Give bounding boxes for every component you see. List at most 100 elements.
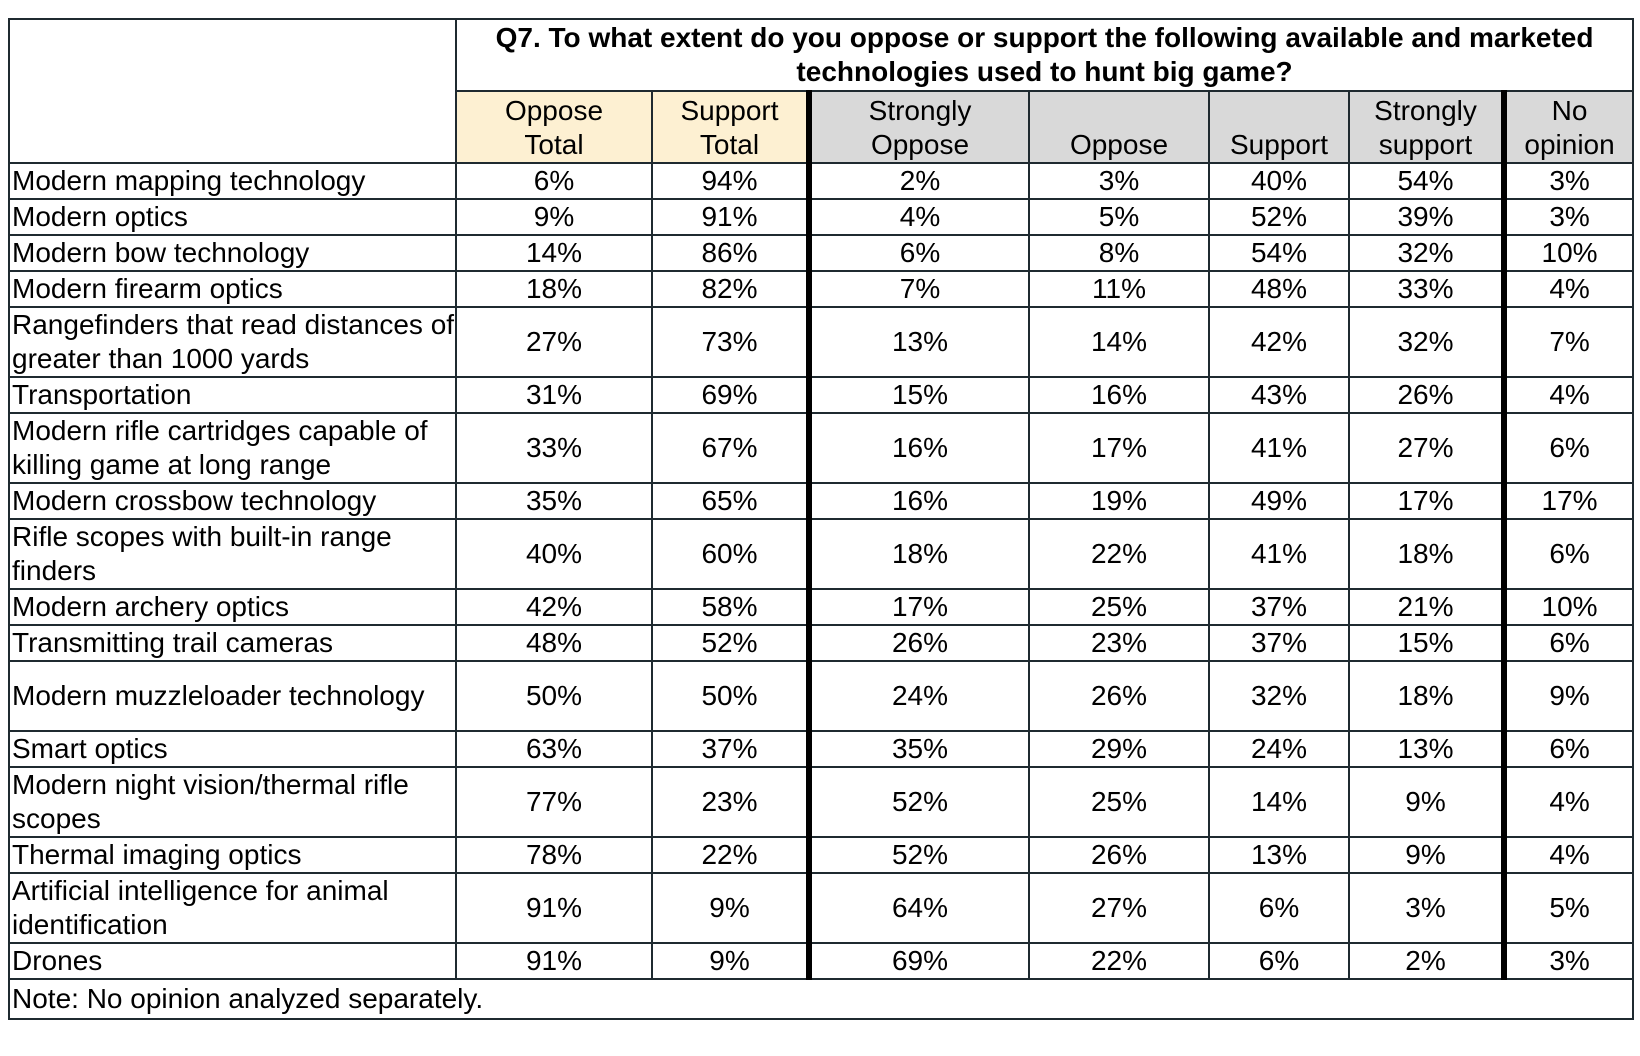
table-row: Thermal imaging optics 78% 22% 52% 26% 1…	[8, 836, 1635, 874]
cell-support: 49%	[1208, 482, 1350, 520]
col-header-no-opinion: No opinion	[1500, 90, 1635, 164]
cell-strongly-support: 2%	[1348, 942, 1505, 980]
cell-strongly-support: 26%	[1348, 376, 1505, 414]
cell-strongly-oppose: 69%	[806, 942, 1030, 980]
cell-oppose: 19%	[1028, 482, 1210, 520]
cell-oppose-total: 77%	[455, 766, 653, 838]
cell-oppose-total: 63%	[455, 730, 653, 768]
cell-strongly-oppose: 24%	[806, 660, 1030, 732]
table-row: Smart optics 63% 37% 35% 29% 24% 13% 6%	[8, 730, 1635, 768]
cell-oppose-total: 27%	[455, 306, 653, 378]
cell-support-total: 58%	[651, 588, 810, 626]
cell-strongly-oppose: 35%	[806, 730, 1030, 768]
table-row: Drones 91% 9% 69% 22% 6% 2% 3%	[8, 942, 1635, 980]
cell-oppose-total: 6%	[455, 162, 653, 200]
cell-support: 48%	[1208, 270, 1350, 308]
row-label: Artificial intelligence for animal ident…	[8, 872, 457, 944]
cell-strongly-support: 33%	[1348, 270, 1505, 308]
cell-oppose: 22%	[1028, 518, 1210, 590]
cell-no-opinion: 6%	[1500, 624, 1635, 662]
cell-strongly-oppose: 7%	[806, 270, 1030, 308]
table-row: Modern archery optics 42% 58% 17% 25% 37…	[8, 588, 1635, 626]
cell-no-opinion: 3%	[1500, 162, 1635, 200]
cell-oppose: 26%	[1028, 660, 1210, 732]
row-label: Rangefinders that read distances of grea…	[8, 306, 457, 378]
cell-strongly-support: 27%	[1348, 412, 1505, 484]
table-row: Modern optics 9% 91% 4% 5% 52% 39% 3%	[8, 198, 1635, 236]
cell-strongly-oppose: 16%	[806, 412, 1030, 484]
cell-support: 43%	[1208, 376, 1350, 414]
cell-strongly-support: 3%	[1348, 872, 1505, 944]
cell-no-opinion: 4%	[1500, 270, 1635, 308]
cell-strongly-support: 15%	[1348, 624, 1505, 662]
cell-strongly-oppose: 17%	[806, 588, 1030, 626]
cell-strongly-oppose: 4%	[806, 198, 1030, 236]
cell-oppose-total: 18%	[455, 270, 653, 308]
cell-no-opinion: 10%	[1500, 234, 1635, 272]
cell-oppose-total: 42%	[455, 588, 653, 626]
table-row: Artificial intelligence for animal ident…	[8, 872, 1635, 944]
cell-support-total: 67%	[651, 412, 810, 484]
cell-support: 13%	[1208, 836, 1350, 874]
row-label: Drones	[8, 942, 457, 980]
col-header-support-total: Support Total	[651, 90, 810, 164]
cell-oppose-total: 91%	[455, 942, 653, 980]
cell-strongly-oppose: 6%	[806, 234, 1030, 272]
cell-strongly-oppose: 52%	[806, 836, 1030, 874]
cell-no-opinion: 4%	[1500, 836, 1635, 874]
cell-no-opinion: 9%	[1500, 660, 1635, 732]
cell-oppose: 3%	[1028, 162, 1210, 200]
cell-oppose-total: 91%	[455, 872, 653, 944]
cell-no-opinion: 4%	[1500, 376, 1635, 414]
table-row: Modern muzzleloader technology 50% 50% 2…	[8, 660, 1635, 732]
cell-support: 52%	[1208, 198, 1350, 236]
cell-strongly-support: 18%	[1348, 518, 1505, 590]
cell-support-total: 23%	[651, 766, 810, 838]
cell-no-opinion: 5%	[1500, 872, 1635, 944]
cell-strongly-oppose: 18%	[806, 518, 1030, 590]
row-label: Thermal imaging optics	[8, 836, 457, 874]
cell-support: 40%	[1208, 162, 1350, 200]
cell-support-total: 82%	[651, 270, 810, 308]
table-row: Transmitting trail cameras 48% 52% 26% 2…	[8, 624, 1635, 662]
cell-support-total: 69%	[651, 376, 810, 414]
cell-strongly-support: 54%	[1348, 162, 1505, 200]
col-header-strongly-support: Strongly support	[1348, 90, 1505, 164]
row-label: Modern muzzleloader technology	[8, 660, 457, 732]
cell-support-total: 9%	[651, 942, 810, 980]
cell-oppose: 5%	[1028, 198, 1210, 236]
table-row: Modern mapping technology 6% 94% 2% 3% 4…	[8, 162, 1635, 200]
cell-oppose: 14%	[1028, 306, 1210, 378]
cell-strongly-support: 39%	[1348, 198, 1505, 236]
table-row: Transportation 31% 69% 15% 16% 43% 26% 4…	[8, 376, 1635, 414]
table-row: Modern crossbow technology 35% 65% 16% 1…	[8, 482, 1635, 520]
cell-support-total: 91%	[651, 198, 810, 236]
cell-oppose: 25%	[1028, 766, 1210, 838]
row-label: Modern crossbow technology	[8, 482, 457, 520]
table-row: Rangefinders that read distances of grea…	[8, 306, 1635, 378]
cell-oppose: 17%	[1028, 412, 1210, 484]
table-row: Modern bow technology 14% 86% 6% 8% 54% …	[8, 234, 1635, 272]
cell-strongly-oppose: 26%	[806, 624, 1030, 662]
cell-support: 41%	[1208, 518, 1350, 590]
cell-support-total: 9%	[651, 872, 810, 944]
row-label: Modern rifle cartridges capable of killi…	[8, 412, 457, 484]
col-header-oppose-total: Oppose Total	[455, 90, 653, 164]
row-label: Modern optics	[8, 198, 457, 236]
cell-oppose-total: 40%	[455, 518, 653, 590]
table-row: Modern firearm optics 18% 82% 7% 11% 48%…	[8, 270, 1635, 308]
cell-strongly-support: 17%	[1348, 482, 1505, 520]
table-body: Modern mapping technology 6% 94% 2% 3% 4…	[8, 162, 1635, 980]
cell-support: 54%	[1208, 234, 1350, 272]
cell-oppose-total: 35%	[455, 482, 653, 520]
survey-results-table: Q7. To what extent do you oppose or supp…	[7, 18, 1635, 1020]
cell-strongly-support: 32%	[1348, 306, 1505, 378]
cell-strongly-support: 32%	[1348, 234, 1505, 272]
cell-no-opinion: 4%	[1500, 766, 1635, 838]
cell-oppose-total: 50%	[455, 660, 653, 732]
cell-support-total: 52%	[651, 624, 810, 662]
cell-strongly-oppose: 15%	[806, 376, 1030, 414]
cell-support-total: 22%	[651, 836, 810, 874]
cell-oppose-total: 31%	[455, 376, 653, 414]
cell-oppose: 23%	[1028, 624, 1210, 662]
